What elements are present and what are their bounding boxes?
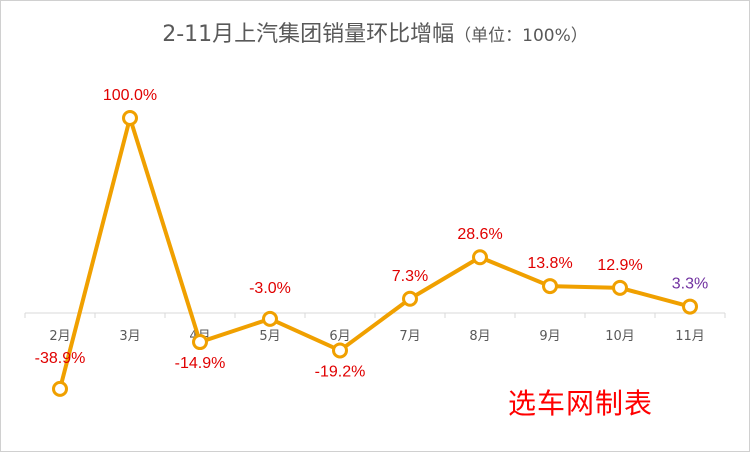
data-point-marker bbox=[472, 249, 488, 266]
data-label: 3.3% bbox=[672, 276, 708, 293]
watermark-text: 选车网制表 bbox=[508, 387, 654, 420]
data-label: 100.0% bbox=[103, 87, 157, 104]
chart-title: 2-11月上汽集团销量环比增幅（单位：100%） bbox=[0, 16, 750, 48]
data-point-marker bbox=[682, 298, 698, 315]
data-label: -14.9% bbox=[175, 355, 226, 372]
x-tick-label: 7月 bbox=[399, 329, 420, 344]
data-point-marker bbox=[262, 310, 278, 327]
series-line bbox=[58, 116, 692, 391]
x-tick-label: 8月 bbox=[469, 329, 490, 344]
x-tick-label: 10月 bbox=[605, 329, 635, 344]
x-tick-label: 11月 bbox=[675, 329, 705, 344]
x-tick-label: 5月 bbox=[259, 329, 280, 344]
data-label: -38.9% bbox=[35, 350, 86, 367]
x-tick-label: 3月 bbox=[119, 329, 140, 344]
chart-title-main: 2-11月上汽集团销量环比增幅 bbox=[162, 22, 455, 47]
data-point-marker bbox=[612, 279, 628, 296]
data-label: 7.3% bbox=[392, 268, 428, 285]
data-point-marker bbox=[52, 380, 68, 397]
data-point-marker bbox=[192, 334, 208, 351]
data-point-marker bbox=[122, 110, 138, 126]
x-tick-label: 2月 bbox=[49, 329, 70, 344]
data-point-marker bbox=[402, 290, 418, 307]
chart-title-unit: （单位：100%） bbox=[454, 26, 588, 46]
data-label: -19.2% bbox=[315, 363, 366, 380]
x-tick-label: 9月 bbox=[539, 329, 560, 344]
data-label: -3.0% bbox=[249, 280, 291, 297]
data-label: 28.6% bbox=[457, 226, 502, 243]
data-point-marker bbox=[542, 278, 558, 295]
data-label: 12.9% bbox=[597, 257, 642, 274]
x-tick-label: 6月 bbox=[329, 329, 350, 344]
data-point-marker bbox=[332, 342, 348, 359]
data-label: 13.8% bbox=[527, 255, 572, 272]
